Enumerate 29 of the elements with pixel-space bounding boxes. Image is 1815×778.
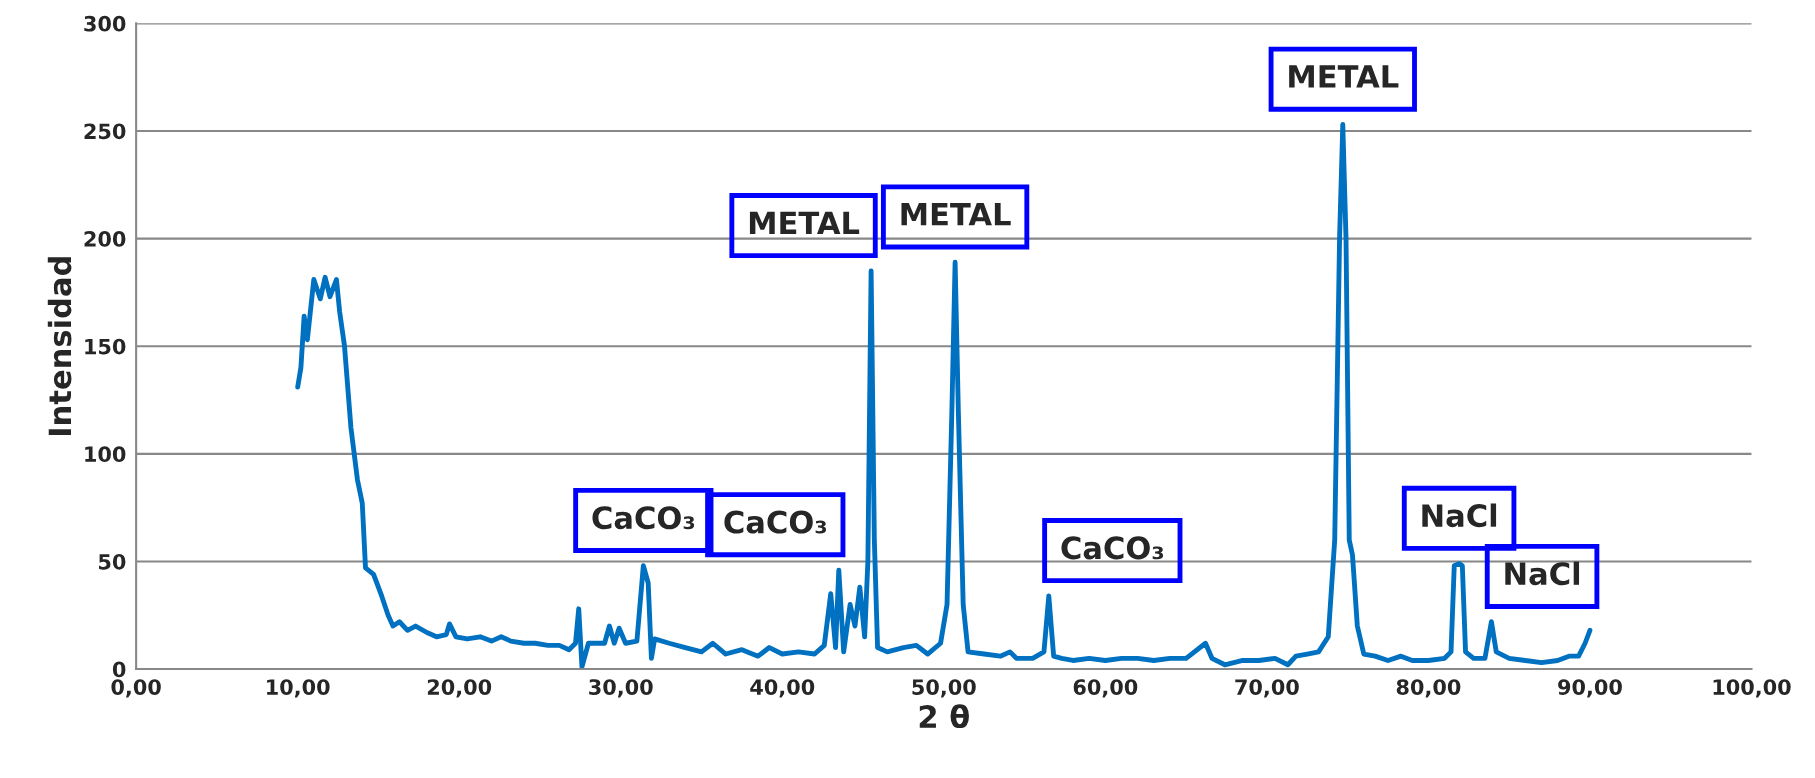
x-tick-label: 0,00 xyxy=(111,679,161,698)
annotation: CaCO₃ xyxy=(1061,536,1164,560)
y-tick-label: 200 xyxy=(84,231,126,247)
x-tick-label: 40,00 xyxy=(750,679,815,698)
y-tick-label: 150 xyxy=(85,338,126,355)
y-tick-label: 0 xyxy=(112,661,126,678)
y-tick-label: 100 xyxy=(85,446,126,463)
annotation: METAL xyxy=(901,203,1011,226)
y-tick-label: 50 xyxy=(99,553,126,570)
x-tick-label: 90,00 xyxy=(1558,679,1622,698)
annotation: METAL xyxy=(1289,65,1399,88)
x-tick-label: 20,00 xyxy=(427,679,492,698)
x-tick-label: 70,00 xyxy=(1235,679,1299,698)
x-tick-label: 30,00 xyxy=(589,679,653,698)
annotation: CaCO₃ xyxy=(724,510,827,534)
annotation: NaCl xyxy=(1422,503,1497,528)
annotation: NaCl xyxy=(1505,561,1580,586)
annotation: METAL xyxy=(749,211,860,234)
annotation: CaCO₃ xyxy=(592,506,695,530)
y-tick-label: 250 xyxy=(84,123,126,140)
x-tick-label: 50,00 xyxy=(912,679,976,698)
y-axis-title: Intensidad xyxy=(47,257,72,436)
x-tick-label: 80,00 xyxy=(1396,679,1461,698)
x-tick-label: 10,00 xyxy=(267,679,330,698)
x-axis-title: 2 θ xyxy=(919,704,969,729)
x-tick-label: 60,00 xyxy=(1073,679,1138,698)
x-tick-label: 100,00 xyxy=(1713,679,1791,698)
y-tick-label: 300 xyxy=(84,15,126,32)
line-series xyxy=(295,122,1593,670)
